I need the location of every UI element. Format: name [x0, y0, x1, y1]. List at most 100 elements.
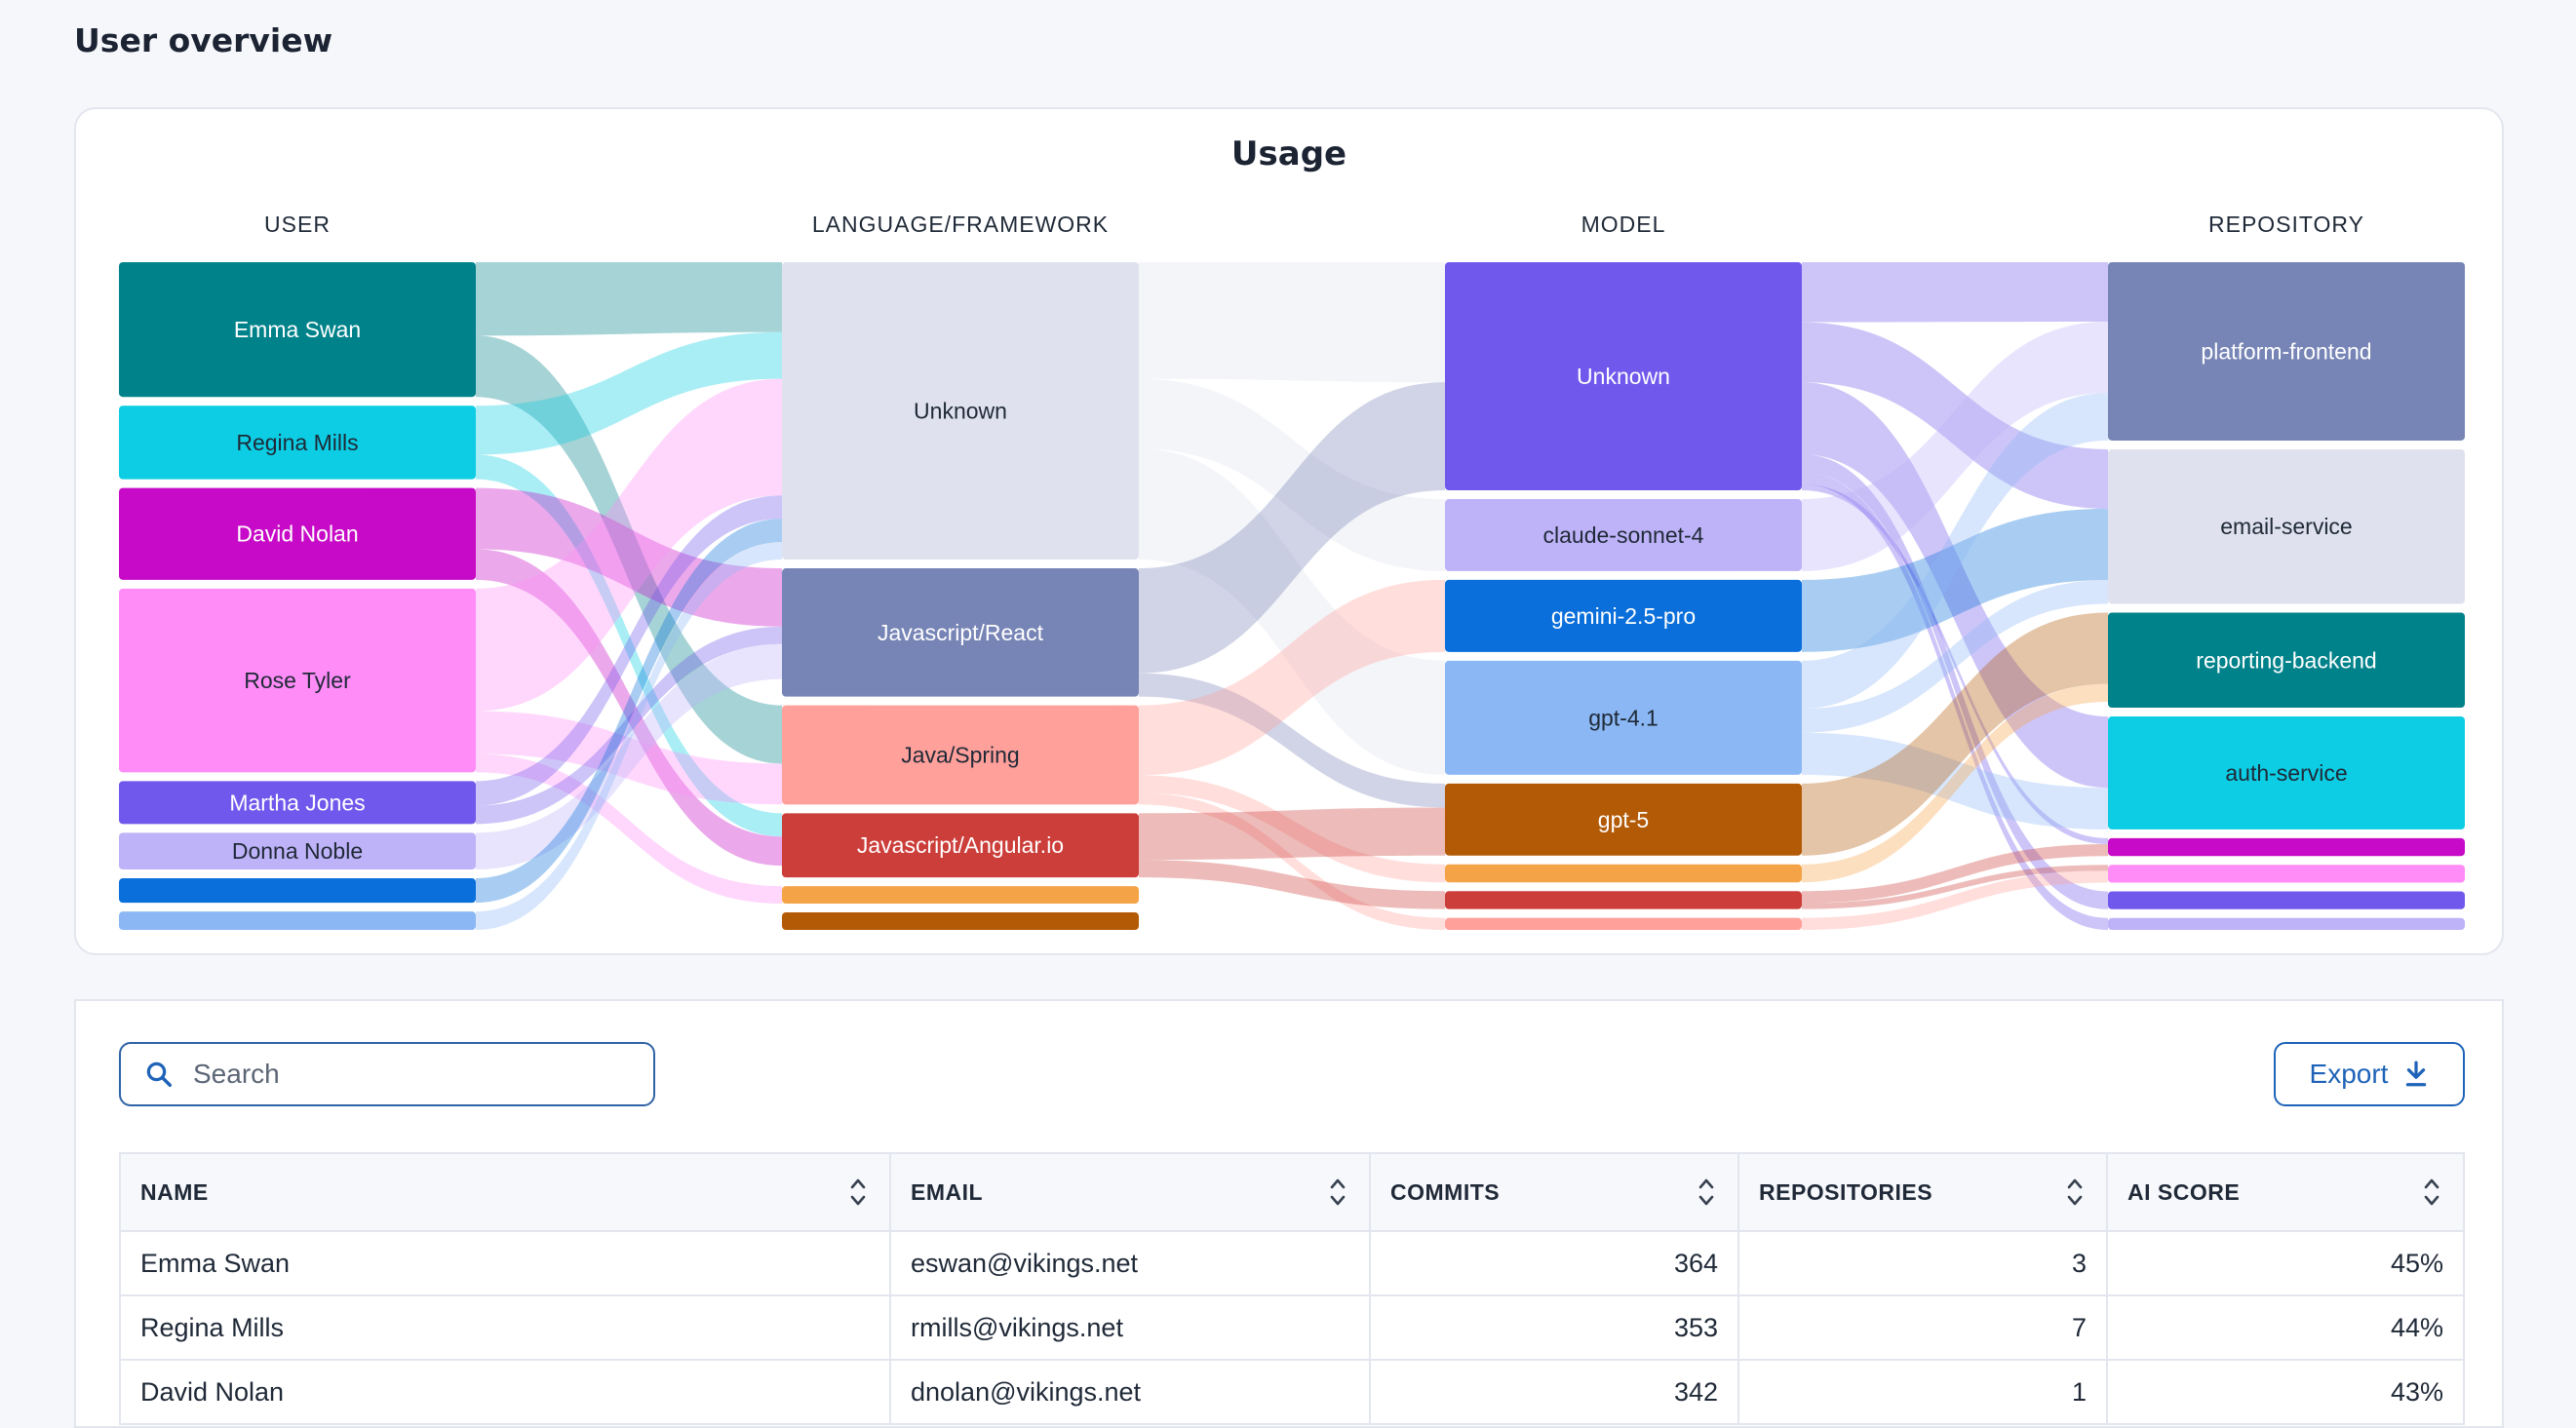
column-header-model: MODEL: [1581, 212, 1666, 237]
sankey-node-martha-jones[interactable]: [119, 781, 476, 825]
sort-icon[interactable]: [1697, 1176, 1716, 1209]
cell-ai-score: 43%: [2106, 1359, 2465, 1425]
sankey-node-reporting-backend[interactable]: [2108, 612, 2465, 709]
sankey-node-label: Javascript/React: [878, 620, 1044, 645]
users-table-card: Export NAME EMAIL COMMITS REPOSITORIES A…: [74, 999, 2504, 1428]
cell-commits: 364: [1369, 1230, 1739, 1296]
sankey-node-rose-tyler[interactable]: [119, 588, 476, 773]
sankey-link: [1802, 844, 2108, 904]
sankey-link: [1139, 807, 1445, 861]
cell-email: rmills@vikings.net: [889, 1294, 1371, 1361]
sankey-node-donna-noble[interactable]: [119, 832, 476, 870]
sankey-node-regina-mills[interactable]: [119, 405, 476, 480]
export-button[interactable]: Export: [2274, 1042, 2465, 1106]
sankey-node-gpt-5[interactable]: [1445, 783, 1802, 856]
sankey-node-label: Donna Noble: [232, 838, 363, 864]
sankey-link: [1802, 732, 2108, 830]
sankey-node-david-nolan[interactable]: [119, 487, 476, 580]
sankey-node-emma-swan[interactable]: [119, 262, 476, 398]
sankey-link: [1802, 454, 2108, 909]
sankey-node-model-8[interactable]: [1445, 917, 1802, 930]
sankey-link: [1802, 321, 2108, 571]
sankey-link: [1802, 382, 2108, 789]
sankey-link: [476, 331, 782, 455]
search-box[interactable]: [119, 1042, 655, 1106]
sankey-node-label: gpt-5: [1598, 807, 1649, 832]
table-row[interactable]: Regina Mills rmills@vikings.net 353 7 44…: [119, 1294, 2465, 1361]
sankey-node-model-7[interactable]: [1445, 891, 1802, 909]
sankey-node-language-6[interactable]: [782, 912, 1139, 930]
sort-icon[interactable]: [1328, 1176, 1347, 1209]
search-input[interactable]: [191, 1058, 624, 1091]
column-header-commits[interactable]: COMMITS: [1369, 1152, 1739, 1232]
usage-sankey-chart: Usage USER LANGUAGE/FRAMEWORK MODEL REPOSITO…: [119, 135, 2465, 930]
sankey-link: [476, 542, 782, 930]
sankey-node-model-6[interactable]: [1445, 864, 1802, 883]
sankey-link: [1802, 870, 2108, 930]
sankey-link: [1139, 448, 1445, 775]
column-header-user: USER: [264, 212, 331, 237]
sankey-node-repository-8[interactable]: [2108, 917, 2465, 930]
sankey-link: [1802, 612, 2108, 856]
sankey-link: [1802, 322, 2108, 509]
sort-icon[interactable]: [2065, 1176, 2085, 1209]
sankey-link: [476, 549, 782, 867]
sankey-link: [1139, 775, 1445, 883]
sankey-column-model: Unknown claude-sonnet-4 gemini-2.5-pro gpt-…: [1445, 262, 1802, 930]
export-button-label: Export: [2309, 1059, 2389, 1089]
sort-icon[interactable]: [2422, 1176, 2441, 1209]
sankey-node-javascript-react[interactable]: [782, 568, 1139, 697]
column-header-email[interactable]: EMAIL: [889, 1152, 1371, 1232]
sankey-node-auth-service[interactable]: [2108, 716, 2465, 830]
download-icon: [2406, 1061, 2427, 1087]
chart-title: Usage: [1231, 135, 1347, 174]
users-table: NAME EMAIL COMMITS REPOSITORIES AI SCORE…: [119, 1152, 2465, 1425]
sankey-node-java-spring[interactable]: [782, 705, 1139, 805]
sankey-node-label: auth-service: [2225, 760, 2347, 786]
column-header-ai-score[interactable]: AI SCORE: [2106, 1152, 2465, 1232]
sankey-node-repository-6[interactable]: [2108, 865, 2465, 883]
sankey-node-email-service[interactable]: [2108, 448, 2465, 604]
sankey-node-gemini-2-5-pro[interactable]: [1445, 579, 1802, 652]
sankey-node-user-7[interactable]: [119, 878, 476, 904]
sankey-link: [476, 378, 782, 712]
cell-commits: 353: [1369, 1294, 1739, 1361]
column-header-label: COMMITS: [1390, 1178, 1501, 1205]
sort-icon[interactable]: [848, 1176, 868, 1209]
sankey-node-user-8[interactable]: [119, 911, 476, 930]
sankey-node-label: Regina Mills: [236, 430, 358, 455]
cell-name: Emma Swan: [119, 1230, 891, 1296]
column-header-language-framework: LANGUAGE/FRAMEWORK: [812, 212, 1109, 237]
sankey-link: [1139, 673, 1445, 808]
sankey-node-javascript-angular-io[interactable]: [782, 813, 1139, 878]
cell-commits: 342: [1369, 1359, 1739, 1425]
sankey-node-language-5[interactable]: [782, 886, 1139, 905]
sankey-link: [1139, 382, 1445, 674]
sankey-node-platform-frontend[interactable]: [2108, 262, 2465, 441]
sankey-link: [1802, 483, 2108, 845]
sankey-link: [1139, 262, 1445, 383]
sankey-node-label: Martha Jones: [229, 790, 365, 815]
cell-name: Regina Mills: [119, 1294, 891, 1361]
search-icon: [146, 1061, 172, 1087]
table-row[interactable]: David Nolan dnolan@vikings.net 342 1 43%: [119, 1359, 2465, 1425]
sankey-link: [1139, 579, 1445, 776]
sankey-node-claude-sonnet-4[interactable]: [1445, 499, 1802, 571]
column-header-label: NAME: [140, 1178, 209, 1205]
sankey-node-label: Unknown: [914, 399, 1007, 424]
sankey-node-repository-5[interactable]: [2108, 837, 2465, 857]
sankey-node-unknown[interactable]: [782, 262, 1139, 560]
table-row[interactable]: Emma Swan eswan@vikings.net 364 3 45%: [119, 1230, 2465, 1296]
column-header-repositories[interactable]: REPOSITORIES: [1737, 1152, 2108, 1232]
sankey-node-label: Javascript/Angular.io: [857, 832, 1064, 858]
sankey-node-label: Rose Tyler: [244, 668, 351, 693]
sankey-node-gpt-4-1[interactable]: [1445, 660, 1802, 775]
sankey-node-unknown[interactable]: [1445, 262, 1802, 491]
sankey-link: [476, 487, 782, 627]
column-header-name[interactable]: NAME: [119, 1152, 891, 1232]
sankey-node-repository-7[interactable]: [2108, 891, 2465, 909]
usage-chart-card: Usage USER LANGUAGE/FRAMEWORK MODEL REPOSITO…: [74, 107, 2504, 955]
sankey-node-label: Emma Swan: [234, 317, 361, 342]
sankey-node-label: reporting-backend: [2196, 647, 2376, 673]
sankey-link: [1802, 508, 2108, 652]
